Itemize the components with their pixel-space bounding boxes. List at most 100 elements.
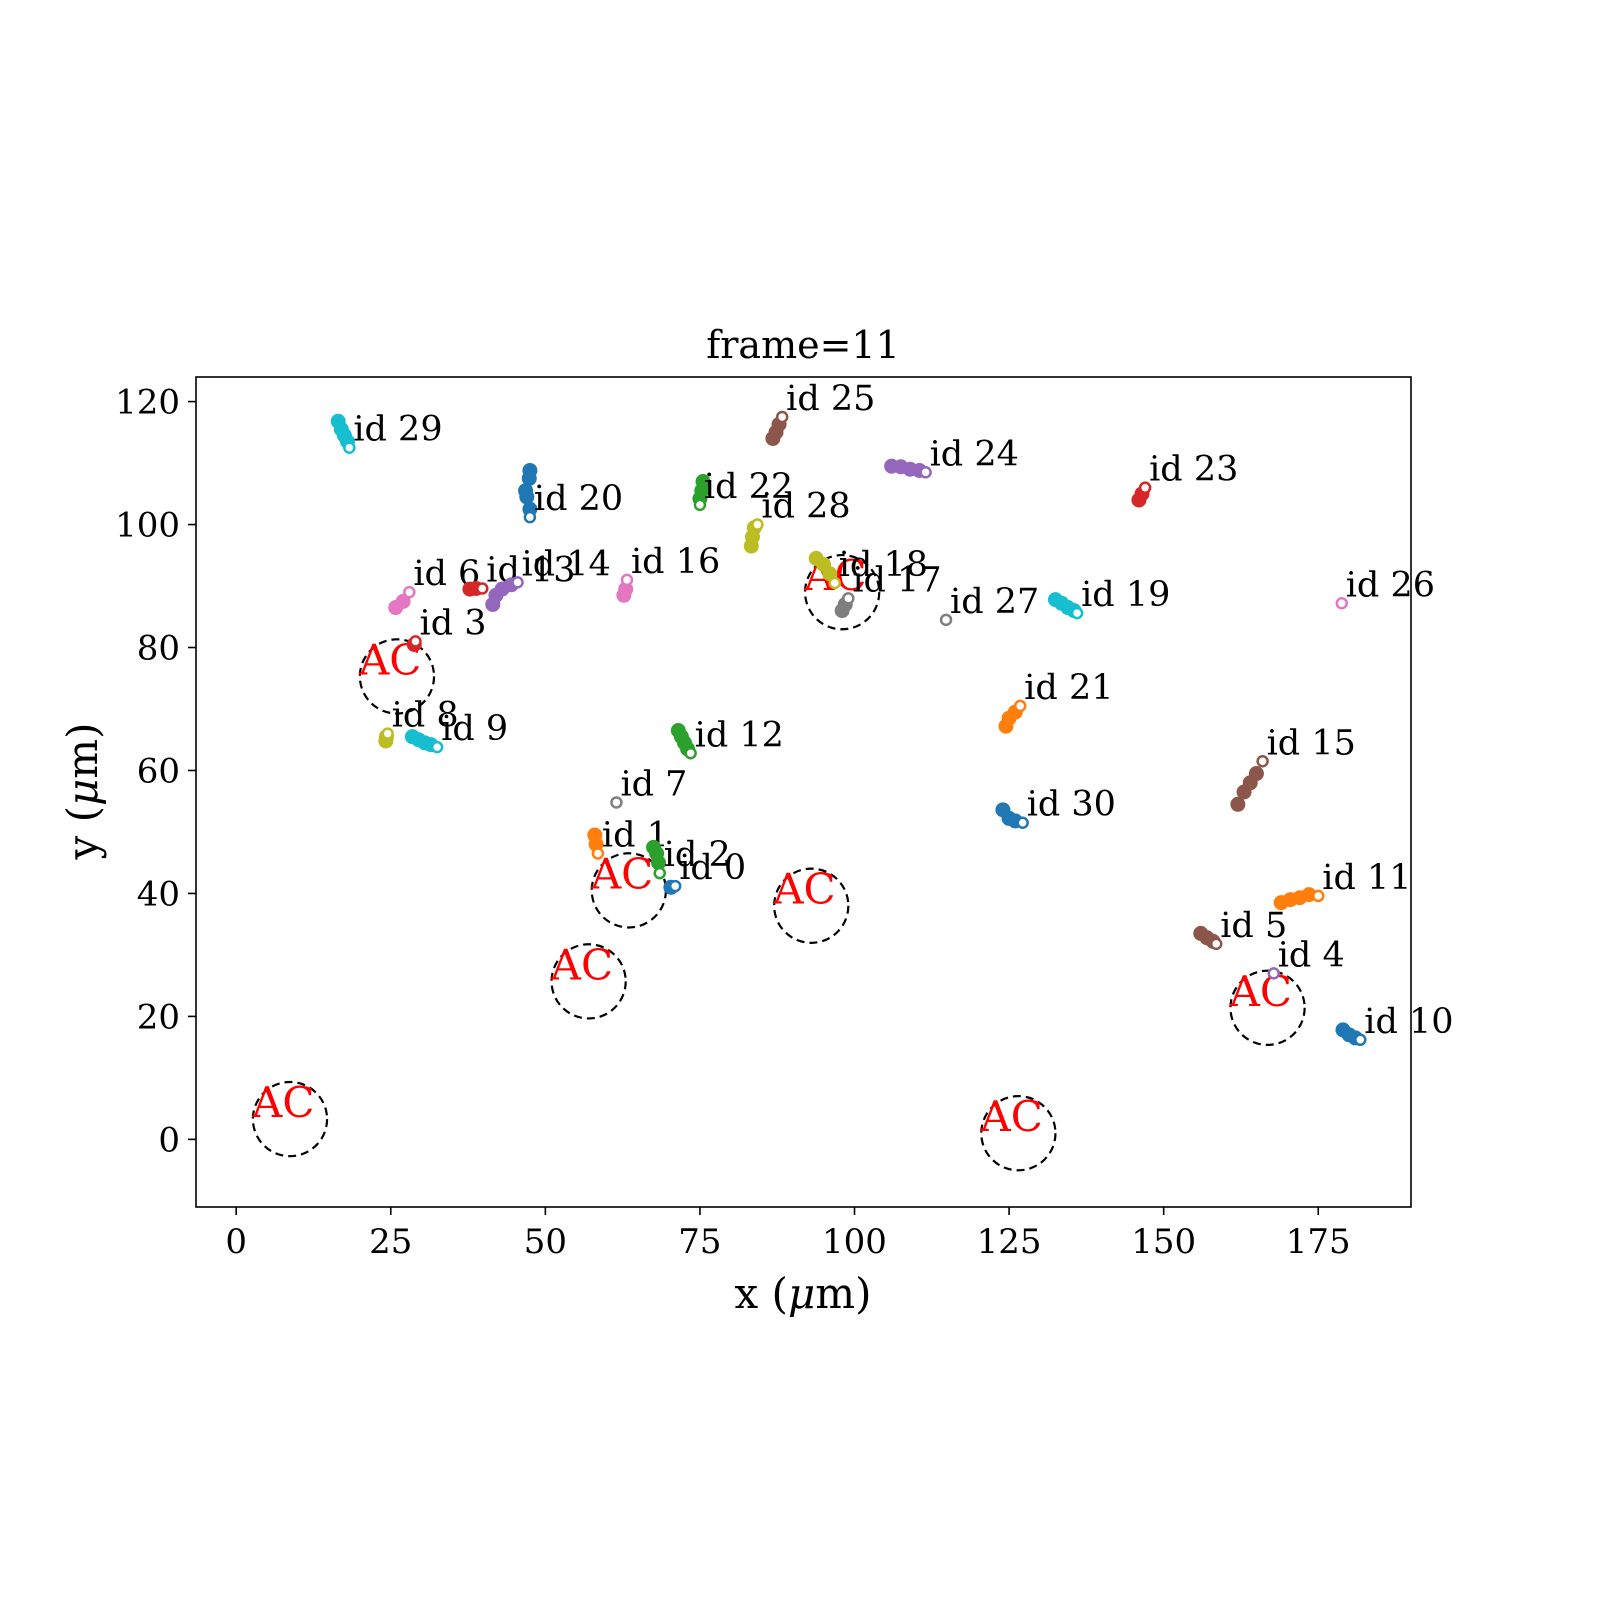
track-point [523, 510, 537, 524]
ac-label: AC [1229, 967, 1292, 1016]
chart-title: frame=11 [706, 323, 900, 367]
ac-circle [1229, 969, 1306, 1046]
track-id-13: id 13 [462, 550, 576, 597]
ac-label: AC [550, 940, 613, 989]
track-point [751, 518, 764, 531]
track-label: id 14 [522, 544, 611, 584]
track-label: id 11 [1322, 858, 1411, 898]
x-tick-label: 0 [225, 1222, 247, 1262]
track-point [684, 747, 697, 760]
track-id-7: id 7 [610, 764, 687, 809]
track-label: id 7 [620, 764, 687, 804]
track-point [395, 593, 411, 609]
track-point [1070, 606, 1084, 620]
track-id-2: id 2 [646, 835, 731, 880]
track-label: id 20 [534, 479, 623, 519]
ac-label: AC [772, 865, 835, 914]
ac-label: AC [979, 1092, 1042, 1141]
x-tick-label: 25 [369, 1222, 412, 1262]
track-point [381, 727, 394, 740]
track-point [1013, 699, 1027, 713]
track-label: id 25 [786, 379, 875, 419]
ac-circle [358, 638, 436, 715]
track-id-24: id 24 [884, 434, 1019, 479]
track-point [1016, 816, 1029, 829]
track-point [476, 582, 489, 595]
track-point [591, 847, 605, 860]
track-id-29: id 29 [330, 410, 443, 454]
track-id-19: id 19 [1047, 575, 1170, 620]
track-point [1335, 597, 1348, 610]
track-id-15: id 15 [1230, 723, 1356, 812]
x-tick-label: 175 [1286, 1222, 1351, 1262]
track-point [653, 866, 666, 880]
y-tick-label: 40 [137, 874, 180, 914]
track-label: id 10 [1364, 1002, 1453, 1042]
track-label: id 15 [1267, 723, 1356, 763]
track-label: id 16 [631, 542, 720, 582]
track-point [668, 879, 682, 893]
track-point [409, 635, 422, 648]
track-label: id 18 [839, 545, 928, 585]
track-id-30: id 30 [995, 785, 1116, 829]
track-id-25: id 25 [765, 379, 875, 446]
track-point [403, 585, 416, 599]
track-id-23: id 23 [1131, 450, 1238, 508]
track-id-12: id 12 [670, 715, 784, 760]
track-point [610, 796, 623, 809]
ac-circle [251, 1080, 329, 1158]
track-label: id 23 [1149, 450, 1238, 490]
track-id-3: id 3 [406, 603, 487, 652]
track-label: id 5 [1220, 906, 1287, 946]
x-tick-label: 100 [822, 1222, 887, 1262]
track-id-20: id 20 [518, 462, 623, 524]
track-id-10: id 10 [1335, 1002, 1454, 1047]
track-point [1312, 889, 1325, 903]
track-label: id 3 [420, 603, 487, 643]
track-id-18: id 18 [808, 545, 928, 590]
track-id-9: id 9 [404, 709, 508, 754]
track-point [842, 592, 855, 605]
track-point [1256, 755, 1269, 768]
y-tick-label: 100 [115, 506, 180, 546]
y-tick-label: 120 [115, 383, 180, 423]
track-id-14: id 14 [485, 544, 611, 612]
track-id-27: id 27 [939, 582, 1039, 627]
x-axis: 0 25 50 75 100 125 150 175 [225, 1207, 1351, 1262]
x-axis-label: x (μm) [735, 1269, 872, 1318]
track-label: id 24 [930, 434, 1019, 474]
track-point [775, 410, 789, 424]
track-id-26: id 26 [1335, 565, 1435, 610]
track-point [1230, 796, 1246, 812]
track-point [430, 740, 444, 754]
track-label: id 8 [392, 696, 459, 736]
track-id-11: id 11 [1273, 858, 1412, 911]
x-tick-label: 125 [977, 1222, 1042, 1262]
track-point [620, 573, 634, 587]
track-point [519, 489, 535, 505]
track-label: id 4 [1278, 935, 1345, 975]
track-point [1209, 937, 1223, 951]
y-tick-label: 0 [158, 1120, 180, 1160]
x-tick-label: 75 [678, 1222, 721, 1262]
track-label: id 26 [1346, 565, 1435, 605]
x-tick-label: 150 [1131, 1222, 1196, 1262]
track-id-16: id 16 [616, 542, 720, 603]
track-point [343, 441, 356, 454]
track-point [1267, 967, 1280, 980]
y-tick-label: 60 [137, 751, 180, 791]
ac-label: AC [251, 1078, 314, 1127]
track-label: id 29 [353, 410, 442, 450]
y-axis-label: y (μm) [58, 723, 107, 861]
ac-circle [803, 553, 881, 631]
plot-frame [195, 376, 1412, 1208]
track-id-8: id 8 [378, 696, 459, 749]
track-label: id 21 [1024, 668, 1113, 708]
track-point [1354, 1033, 1367, 1047]
track-label: id 27 [950, 582, 1039, 622]
track-id-28: id 28 [743, 487, 851, 554]
track-label: id 17 [852, 560, 941, 600]
track-id-21: id 21 [998, 668, 1113, 734]
track-point [511, 576, 524, 589]
x-tick-label: 50 [524, 1222, 567, 1262]
